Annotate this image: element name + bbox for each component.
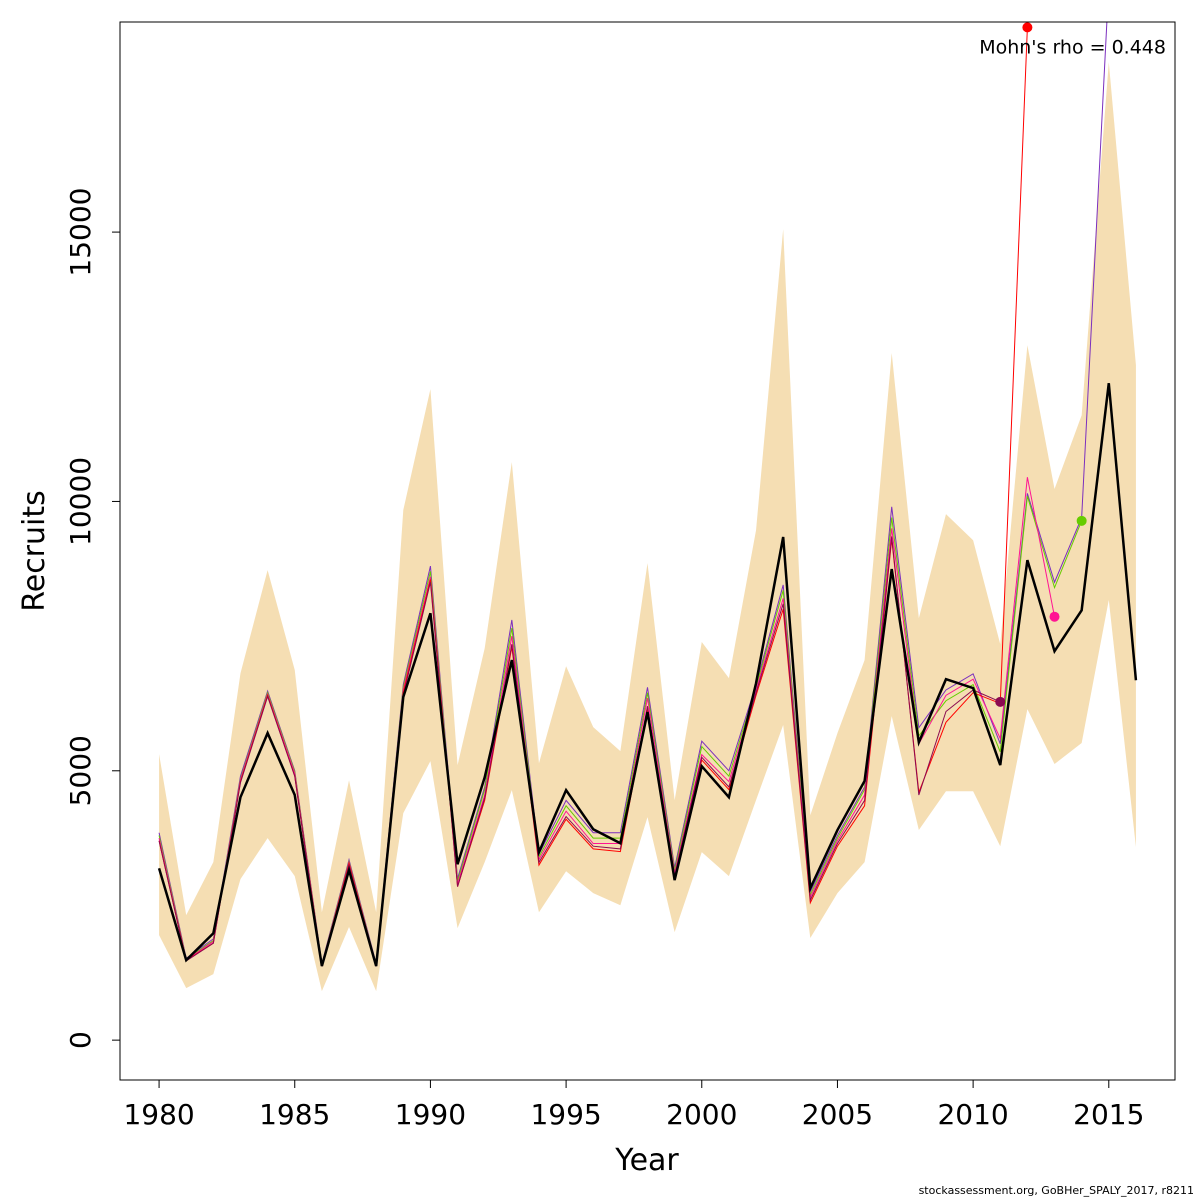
end-point (995, 696, 1006, 707)
y-tick-label: 0 (64, 1031, 97, 1049)
y-tick-label: 5000 (64, 735, 97, 806)
plot-frame (119, 21, 1176, 1081)
footer: stockassessment.org, GoBHer_SPALY_2017, … (919, 1184, 1194, 1197)
y-tick-label: 10000 (64, 457, 97, 546)
x-tick-label: 2000 (666, 1098, 737, 1131)
annotation: Mohn's rho = 0.448 (979, 37, 1166, 59)
end-point (1022, 22, 1033, 33)
x-tick-label: 1990 (395, 1098, 466, 1131)
x-tick-label: 2010 (937, 1098, 1008, 1131)
end-point (1049, 611, 1060, 622)
y-axis-title: Recruits (17, 490, 52, 612)
x-tick-label: 1995 (530, 1098, 601, 1131)
x-axis-title: Year (614, 1143, 679, 1178)
series-line (158, 536, 1001, 967)
confidence-band (159, 62, 1136, 992)
plot-area (157, 22, 1138, 992)
x-tick-label: 2005 (802, 1098, 873, 1131)
series-line (157, 383, 1138, 967)
x-tick-label: 1980 (123, 1098, 194, 1131)
x-tick-label: 2015 (1073, 1098, 1144, 1131)
y-tick-label: 15000 (64, 188, 97, 277)
end-point (1076, 515, 1087, 526)
x-tick-label: 1985 (259, 1098, 330, 1131)
